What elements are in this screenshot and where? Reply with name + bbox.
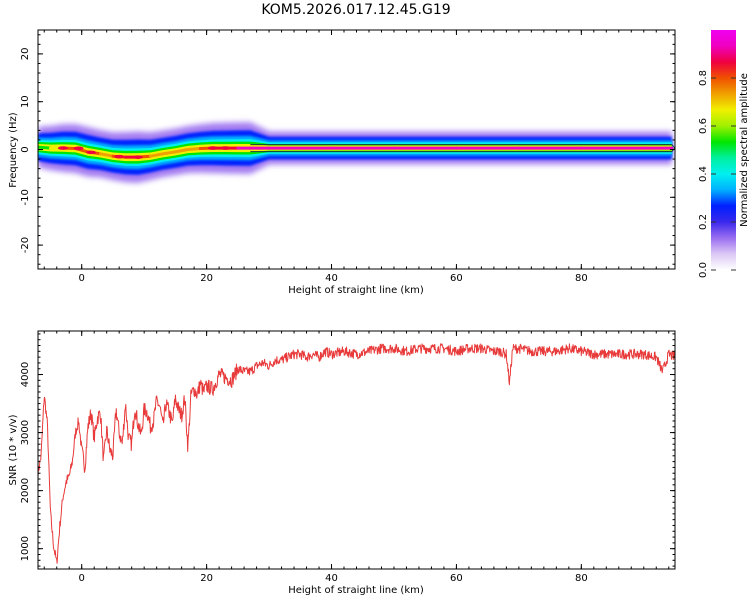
heatmap-y-tick-label: 0: [20, 146, 31, 152]
heatmap-x-tick-label: 60: [450, 273, 463, 284]
spectral-ridge: [38, 122, 675, 183]
ridge-hotspot: [86, 150, 97, 155]
snr-y-axis-label: SNR (10 * v/v): [8, 414, 19, 485]
colorbar-gradient: [711, 30, 736, 270]
colorbar-tick-label: 0.0: [698, 262, 709, 278]
ridge-core-segment: [186, 147, 202, 151]
colorbar-ticks: 0.0 0.2 0.4 0.6 0.8: [698, 70, 736, 278]
snr-x-tick-label: 20: [200, 573, 213, 584]
snr-y-tick-label: 2000: [20, 478, 31, 503]
heatmap-x-axis-label: Height of straight line (km): [288, 285, 424, 296]
colorbar-label: Normalized spectral amplitude: [739, 73, 750, 227]
heatmap-x-ticks: 0 20 40 60 80: [43, 30, 670, 284]
ridge-hotspot: [57, 146, 68, 150]
colorbar: 0.0 0.2 0.4 0.6 0.8 Normalized spectral ampl…: [698, 30, 750, 278]
ridge-core-segment: [173, 148, 190, 154]
chart-title: KOM5.2026.017.12.45.G19: [261, 2, 451, 18]
snr-x-axis-label: Height of straight line (km): [288, 585, 424, 596]
colorbar-tick-label: 0.4: [698, 166, 709, 182]
snr-y-tick-label: 1000: [20, 536, 31, 561]
ridge-hotspot: [73, 146, 84, 151]
colorbar-tick-label: 0.6: [698, 118, 709, 134]
heatmap-x-tick-label: 80: [575, 273, 588, 284]
snr-series-line: [38, 343, 675, 564]
snr-y-tick-label: 4000: [20, 362, 31, 387]
heatmap-y-tick-label: 10: [20, 95, 31, 108]
snr-x-tick-label: 40: [325, 573, 338, 584]
heatmap-x-tick-label: 20: [200, 273, 213, 284]
ridge-hotspot: [132, 155, 143, 159]
heatmap-panel: 0 20 40 60 80 -20 -10 0 10 20 Height of straight…: [8, 29, 676, 296]
snr-y-ticks: 1000 2000 3000 4000: [20, 333, 675, 567]
snr-x-tick-label: 60: [450, 573, 463, 584]
heatmap-y-tick-label: -10: [20, 189, 31, 205]
heatmap-y-tick-label: 20: [20, 48, 31, 61]
ridge-hotspot: [114, 154, 125, 159]
snr-plot-area: [38, 331, 675, 569]
colorbar-tick-label: 0.8: [698, 70, 709, 86]
snr-x-ticks: 0 20 40 60 80: [43, 331, 670, 584]
snr-x-tick-label: 80: [575, 573, 588, 584]
ridge-core-segment: [161, 150, 177, 156]
ridge-core-segment: [98, 152, 115, 158]
heatmap-y-tick-label: -20: [20, 237, 31, 253]
ridge-core-segment: [148, 152, 165, 158]
snr-y-tick-label: 3000: [20, 420, 31, 445]
snr-x-tick-label: 0: [79, 573, 85, 584]
heatmap-x-tick-label: 40: [325, 273, 338, 284]
heatmap-y-axis-label: Frequency (Hz): [8, 112, 19, 188]
snr-panel: 0 20 40 60 80 1000 2000 3000 4000 Height of str…: [8, 330, 676, 596]
colorbar-tick-label: 0.2: [698, 214, 709, 230]
ridge-hotspot: [220, 146, 231, 150]
heatmap-y-ticks: -20 -10 0 10 20: [20, 34, 675, 265]
ridge-hotspot: [207, 146, 218, 150]
ridge-core-segment: [38, 145, 52, 150]
heatmap-x-tick-label: 0: [79, 273, 85, 284]
